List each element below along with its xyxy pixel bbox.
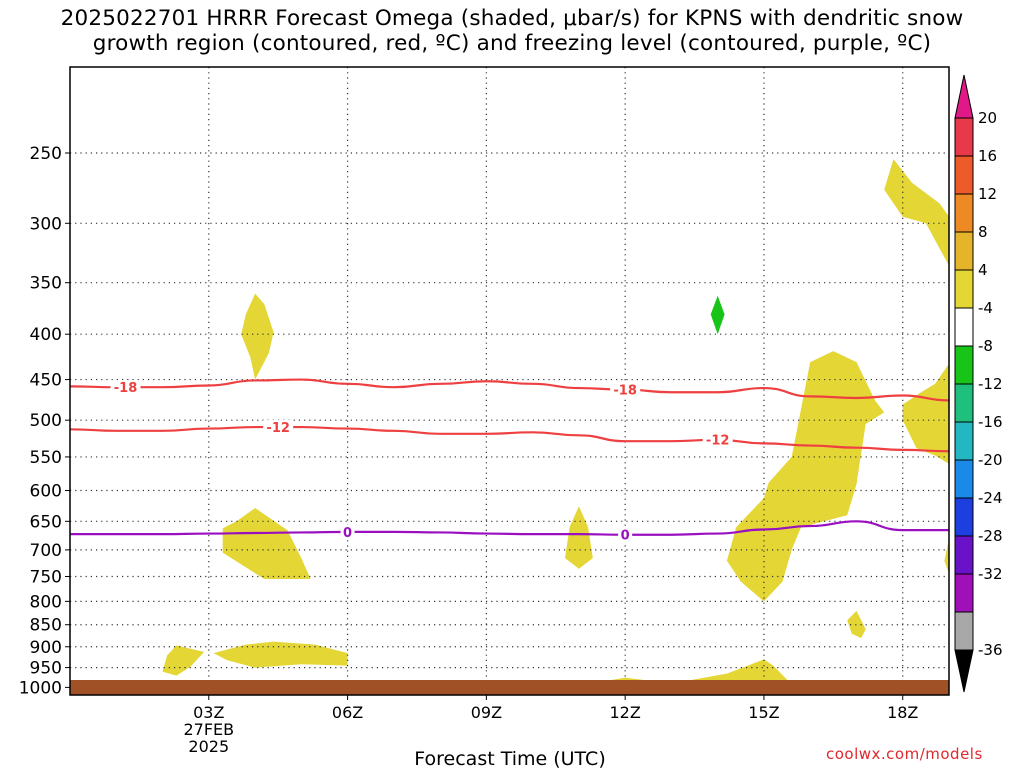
contour-label-bg--12-1 [702,432,733,447]
colorbar-label-7: -12 [978,375,1003,393]
contour-line-0 [70,520,949,536]
colorbar-segment-2 [954,193,974,233]
omega-area-7 [902,363,949,464]
chart-title-line-1: 2025022701 HRRR Forecast Omega (shaded, … [60,6,964,31]
y-tick-label-600: 600 [30,481,62,501]
omega-area-6 [884,159,949,266]
ground-strip [70,680,949,695]
colorbar-label-6: -8 [978,337,993,355]
y-tick-label-1000: 1000 [19,678,62,698]
colorbar-label-10: -24 [978,489,1003,507]
x-tick-label-18Z: 18Z [887,703,918,722]
contour-label--12-0: -12 [266,421,290,436]
colorbar-top-arrow [954,74,974,119]
colorbar-segment-7 [954,383,974,423]
contour-label-0-1: 0 [621,529,630,544]
contour-label-bg-0-1 [618,527,633,542]
colorbar-segment-9 [954,459,974,499]
chart-title: 2025022701 HRRR Forecast Omega (shaded, … [0,6,1024,56]
colorbar-label-8: -16 [978,413,1003,431]
contour-label--12-1: -12 [706,434,730,449]
omega-area-1 [222,508,311,579]
y-tick-label-550: 550 [30,448,62,468]
colorbar-label-0: 20 [978,109,997,127]
omega-area-3 [213,641,348,668]
colorbar-segment-13 [954,611,974,651]
x-tick-label-15Z: 15Z [748,703,779,722]
y-tick-label-900: 900 [30,638,62,658]
contour-label-bg--18-1 [610,382,641,397]
y-tick-label-850: 850 [30,616,62,636]
y-tick-label-800: 800 [30,592,62,612]
colorbar-label-11: -28 [978,527,1003,545]
contour-label-0-0: 0 [343,526,352,541]
colorbar-label-9: -20 [978,451,1003,469]
omega-area-8 [847,610,866,639]
contour-label--18-1: -18 [613,384,637,399]
colorbar-label-5: -4 [978,299,993,317]
x-axis-label: Forecast Time (UTC) [414,748,605,768]
contour-line--18 [70,378,949,402]
plot-frame [69,66,950,696]
colorbar-label-3: 8 [978,223,988,241]
colorbar-segment-4 [954,269,974,309]
y-tick-label-950: 950 [30,659,62,679]
colorbar-label-12: -32 [978,565,1003,583]
contour-label-bg-0-0 [340,524,355,539]
colorbar-segment-11 [954,535,974,575]
colorbar-segment-5 [954,307,974,347]
y-tick-label-500: 500 [30,411,62,431]
contour-label-bg--12-0 [263,420,294,435]
colorbar-label-2: 12 [978,185,997,203]
y-tick-label-650: 650 [30,512,62,532]
y-tick-label-750: 750 [30,567,62,587]
colorbar-segment-12 [954,573,974,613]
colorbar-label-13: -36 [978,641,1003,659]
omega-area-2 [162,645,205,676]
colorbar-label-1: 16 [978,147,997,165]
colorbar-segment-8 [954,421,974,461]
y-tick-label-700: 700 [30,541,62,561]
y-tick-label-250: 250 [30,144,62,164]
y-tick-label-300: 300 [30,214,62,234]
contour-label--18-0: -18 [114,381,138,396]
colorbar-label-4: 4 [978,261,988,279]
colorbar-segment-1 [954,155,974,195]
colorbar-segment-0 [954,117,974,157]
negative-omega-area-0 [710,295,725,335]
x-tick-label-12Z: 12Z [609,703,640,722]
x-tick-subline-0: 27FEB [183,720,234,739]
colorbar-segment-6 [954,345,974,385]
x-tick-label-09Z: 09Z [471,703,502,722]
omega-area-5 [726,351,885,602]
colorbar-segment-3 [954,231,974,271]
colorbar-bottom-arrow [954,649,974,693]
x-tick-label-06Z: 06Z [332,703,363,722]
y-tick-label-450: 450 [30,371,62,391]
omega-area-0 [241,293,274,380]
colorbar-segment-10 [954,497,974,537]
contour-line--12 [70,425,949,453]
omega-area-4 [565,506,593,569]
contour-label-bg--18-0 [110,380,141,395]
source-credit: coolwx.com/models [826,745,983,763]
y-tick-label-400: 400 [30,325,62,345]
x-tick-label-03Z: 03Z [193,703,224,722]
x-tick-subline-1: 2025 [188,737,229,756]
y-tick-label-350: 350 [30,274,62,294]
omega-area-9 [944,538,949,574]
chart-title-line-2: growth region (contoured, red, ºC) and f… [92,31,932,56]
